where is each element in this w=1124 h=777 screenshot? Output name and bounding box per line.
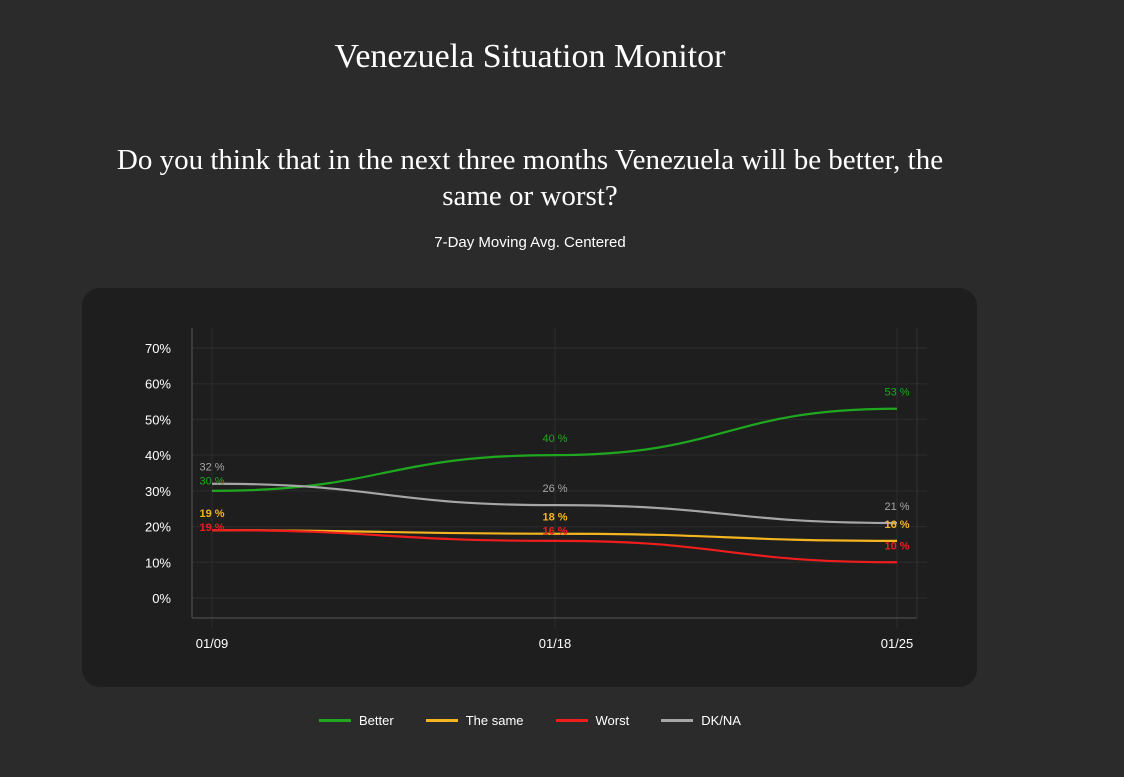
legend-swatch <box>661 719 694 722</box>
x-tick-label: 01/25 <box>881 636 914 651</box>
legend-label: Better <box>359 713 394 728</box>
legend-label: DK/NA <box>701 713 741 728</box>
y-tick-label: 20% <box>145 520 171 535</box>
chart-legend: Better The same Worst DK/NA <box>0 713 1060 728</box>
y-tick-label: 30% <box>145 484 171 499</box>
data-label: 16 % <box>542 526 567 538</box>
y-tick-label: 70% <box>145 341 171 356</box>
legend-item[interactable]: DK/NA <box>661 713 741 728</box>
data-label: 32 % <box>199 462 224 474</box>
data-label: 10 % <box>884 540 909 552</box>
y-tick-label: 50% <box>145 412 171 427</box>
legend-swatch <box>425 719 458 722</box>
x-tick-label: 01/09 <box>196 636 229 651</box>
data-label: 40 % <box>542 433 567 445</box>
page-title: Venezuela Situation Monitor <box>334 38 726 75</box>
legend-item[interactable]: Worst <box>555 713 630 728</box>
data-label: 16 % <box>884 519 909 531</box>
y-tick-label: 0% <box>152 591 171 606</box>
data-label: 53 % <box>884 387 909 399</box>
legend-label: The same <box>465 713 524 728</box>
y-tick-label: 10% <box>145 555 171 570</box>
data-label: 19 % <box>199 508 224 520</box>
legend-label: Worst <box>595 713 630 728</box>
data-label: 21 % <box>884 501 909 513</box>
chart-subtitle: 7-Day Moving Avg. Centered <box>434 234 626 251</box>
legend-item[interactable]: Better <box>319 713 394 728</box>
series-line-better <box>211 407 898 492</box>
legend-item[interactable]: The same <box>425 713 524 728</box>
data-label: 18 % <box>542 512 567 524</box>
legend-swatch <box>555 719 588 722</box>
y-tick-label: 60% <box>145 377 171 392</box>
data-label: 30 % <box>199 476 224 488</box>
chart-question: Do you think that in the next three mont… <box>116 144 944 212</box>
x-tick-label: 01/18 <box>539 636 572 651</box>
series-line-dk-na <box>211 482 898 525</box>
legend-swatch <box>319 719 352 722</box>
data-label: 19 % <box>199 522 224 534</box>
data-label: 26 % <box>542 483 567 495</box>
series-line-the-same <box>211 529 898 542</box>
y-tick-label: 40% <box>145 448 171 463</box>
series-line-worst <box>211 529 898 564</box>
chart-card <box>82 288 977 687</box>
